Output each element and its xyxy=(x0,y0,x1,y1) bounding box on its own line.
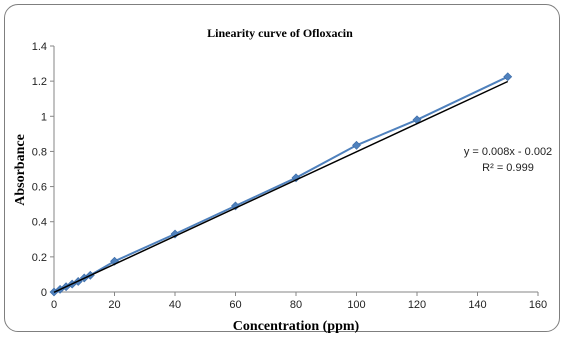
trendline xyxy=(53,80,509,294)
y-axis-title: Absorbance xyxy=(13,134,28,206)
y-tick-label: 0.8 xyxy=(32,146,47,158)
x-tick-label: 60 xyxy=(229,299,241,311)
y-tick-label: 1 xyxy=(41,111,47,123)
x-tick-label: 160 xyxy=(529,299,547,311)
y-tick-label: 1.2 xyxy=(32,76,47,88)
x-axis-title: Concentration (ppm) xyxy=(233,319,360,334)
chart-title: Linearity curve of Ofloxacin xyxy=(207,26,353,40)
x-tick-label: 140 xyxy=(468,299,486,311)
series-line xyxy=(53,75,509,293)
y-tick-label: 0.6 xyxy=(32,182,47,194)
y-tick-label: 0 xyxy=(41,287,47,299)
x-tick-label: 100 xyxy=(347,299,365,311)
y-tick-label: 0.4 xyxy=(32,217,47,229)
x-tick-label: 0 xyxy=(51,299,57,311)
x-tick-label: 80 xyxy=(290,299,302,311)
y-axis-ticks: 0 0.2 0.4 0.6 0.8 1 1.2 1.4 xyxy=(32,41,54,299)
chart-frame xyxy=(4,4,560,332)
x-tick-label: 40 xyxy=(169,299,181,311)
data-point xyxy=(503,72,513,82)
data-point xyxy=(352,140,361,150)
y-tick-label: 1.4 xyxy=(32,41,47,53)
trendline-equation: y = 0.008x - 0.002 xyxy=(464,146,552,158)
x-tick-label: 20 xyxy=(108,299,120,311)
y-tick-label: 0.2 xyxy=(32,252,47,264)
x-axis-ticks: 0 20 40 60 80 100 120 140 160 xyxy=(51,292,547,311)
x-tick-label: 120 xyxy=(408,299,426,311)
trendline-r-squared: R² = 0.999 xyxy=(482,162,534,174)
